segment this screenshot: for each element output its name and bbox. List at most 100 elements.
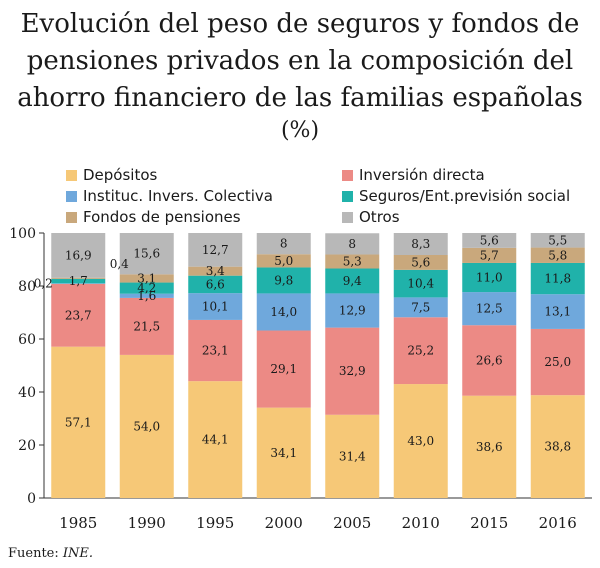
y-tick-label: 60 bbox=[18, 332, 36, 348]
legend-item-otros: Otros bbox=[342, 208, 400, 226]
bar-segment-instituc-invers-colectiva bbox=[188, 293, 243, 320]
data-label-fondos-de-pensiones: 5,0 bbox=[274, 254, 293, 268]
legend-swatch-otros bbox=[342, 211, 353, 223]
x-tick-label: 1995 bbox=[196, 514, 234, 532]
data-label-instituc-invers-colectiva: 10,1 bbox=[202, 300, 229, 314]
bar-segment-instituc-invers-colectiva bbox=[51, 283, 106, 284]
data-label-depositos: 43,0 bbox=[407, 434, 434, 448]
source-note: Fuente: INE. bbox=[8, 546, 93, 561]
bar-segment-otros bbox=[119, 233, 174, 275]
bar-segment-fondos-de-pensiones bbox=[51, 277, 106, 279]
data-label-instituc-invers-colectiva: 13,1 bbox=[544, 305, 571, 319]
data-label-seguros-ent-prevision-social: 9,8 bbox=[274, 273, 293, 287]
chart-title: Evolución del peso de seguros y fondos d… bbox=[0, 6, 600, 117]
data-label-depositos: 57,1 bbox=[65, 415, 92, 429]
data-label-otros: 8,3 bbox=[411, 237, 430, 251]
data-label-seguros-ent-prevision-social: 6,6 bbox=[206, 277, 225, 291]
bar-segment-otros bbox=[51, 233, 106, 278]
data-label-seguros-ent-prevision-social: 1,7 bbox=[69, 274, 88, 288]
legend-swatch-fondos-de-pensiones bbox=[66, 211, 77, 223]
bar-segment-inversion-directa bbox=[325, 327, 380, 415]
data-label-inversion-directa: 29,1 bbox=[270, 362, 297, 376]
bar-segment-seguros-ent-prevision-social bbox=[256, 267, 311, 294]
data-label-fondos-de-pensiones: 5,8 bbox=[548, 248, 567, 262]
source-label: Fuente: bbox=[8, 546, 59, 561]
data-label-otros: 8 bbox=[280, 237, 288, 251]
legend-label-seguros: Seguros/Ent.previsión social bbox=[359, 187, 571, 205]
legend-item-inversion-directa: Inversión directa bbox=[342, 166, 485, 184]
data-label-depositos: 34,1 bbox=[270, 446, 297, 460]
data-label-inversion-directa: 26,6 bbox=[476, 353, 503, 367]
bar-segment-instituc-invers-colectiva bbox=[256, 293, 311, 331]
data-label-instituc-invers-colectiva: 1,6 bbox=[137, 289, 156, 303]
bar-segment-depositos bbox=[188, 381, 243, 498]
bar-segment-inversion-directa bbox=[188, 319, 243, 382]
bar-segment-depositos bbox=[325, 414, 380, 498]
bar-segment-seguros-ent-prevision-social bbox=[51, 278, 106, 284]
legend-swatch-seguros bbox=[342, 190, 353, 202]
data-label-depositos: 54,0 bbox=[133, 419, 160, 433]
bar-segment-instituc-invers-colectiva bbox=[462, 292, 517, 326]
data-label-seguros-ent-prevision-social: 11,0 bbox=[476, 271, 503, 285]
legend-item-instituc-invers-colectiva: Instituc. Invers. Colectiva bbox=[66, 187, 273, 205]
bar-segment-seguros-ent-prevision-social bbox=[188, 275, 243, 294]
y-tick-label: 20 bbox=[18, 438, 36, 454]
source-name: INE. bbox=[62, 546, 94, 561]
data-label-fondos-de-pensiones: 5,6 bbox=[411, 255, 430, 269]
data-label-inversion-directa: 21,5 bbox=[133, 319, 160, 333]
bar-segment-fondos-de-pensiones bbox=[119, 274, 174, 283]
y-tick-label: 100 bbox=[9, 226, 36, 242]
data-label-depositos: 38,6 bbox=[476, 440, 503, 454]
bar-segment-inversion-directa bbox=[256, 330, 311, 408]
data-label-depositos: 38,8 bbox=[544, 440, 571, 454]
bar-segment-seguros-ent-prevision-social bbox=[393, 269, 448, 298]
data-label-inversion-directa: 23,7 bbox=[65, 308, 92, 322]
x-tick-label: 2005 bbox=[333, 514, 371, 532]
legend-swatch-inversion-directa bbox=[342, 169, 353, 181]
bar-segment-fondos-de-pensiones bbox=[256, 254, 311, 268]
data-label-seguros-ent-prevision-social: 9,4 bbox=[343, 274, 362, 288]
data-label-instituc-invers-colectiva: 14,0 bbox=[270, 305, 297, 319]
bar-segment-otros bbox=[462, 233, 517, 248]
bar-segment-seguros-ent-prevision-social bbox=[530, 262, 585, 295]
data-label-depositos: 31,4 bbox=[339, 449, 366, 463]
data-label-otros: 16,9 bbox=[65, 248, 92, 262]
bar-segment-seguros-ent-prevision-social bbox=[462, 262, 517, 293]
bar-segment-inversion-directa bbox=[393, 317, 448, 385]
data-label-inversion-directa: 32,9 bbox=[339, 364, 366, 378]
data-label-instituc-invers-colectiva: 0,2 bbox=[34, 277, 53, 291]
bar-segment-otros bbox=[256, 233, 311, 255]
x-tick-label: 1985 bbox=[59, 514, 97, 532]
data-label-fondos-de-pensiones: 3,4 bbox=[206, 264, 225, 278]
legend-label-otros: Otros bbox=[359, 208, 400, 226]
data-label-fondos-de-pensiones: 5,3 bbox=[343, 254, 362, 268]
bar-segment-depositos bbox=[462, 395, 517, 498]
data-label-seguros-ent-prevision-social: 4,2 bbox=[137, 281, 156, 295]
x-tick-label: 1990 bbox=[128, 514, 166, 532]
bar-segment-instituc-invers-colectiva bbox=[325, 293, 380, 328]
data-label-instituc-invers-colectiva: 12,5 bbox=[476, 302, 503, 316]
bar-segment-fondos-de-pensiones bbox=[188, 266, 243, 276]
data-label-depositos: 44,1 bbox=[202, 433, 229, 447]
legend-item-seguros: Seguros/Ent.previsión social bbox=[342, 187, 570, 205]
title-line-2: pensiones privados en la composición del bbox=[26, 46, 574, 76]
bar-segment-fondos-de-pensiones bbox=[325, 254, 380, 269]
data-label-otros: 5,6 bbox=[480, 233, 499, 247]
data-label-fondos-de-pensiones: 0,4 bbox=[110, 257, 129, 271]
data-label-inversion-directa: 25,2 bbox=[407, 344, 434, 358]
x-tick-label: 2010 bbox=[402, 514, 440, 532]
data-label-seguros-ent-prevision-social: 11,8 bbox=[544, 272, 571, 286]
bar-segment-fondos-de-pensiones bbox=[393, 254, 448, 270]
x-tick-label: 2000 bbox=[265, 514, 303, 532]
bar-segment-inversion-directa bbox=[462, 325, 517, 396]
legend-swatch-depositos bbox=[66, 169, 77, 181]
x-tick-label: 2015 bbox=[470, 514, 508, 532]
data-label-otros: 12,7 bbox=[202, 243, 229, 257]
chart-subtitle: (%) bbox=[280, 118, 320, 143]
data-label-otros: 15,6 bbox=[133, 247, 160, 261]
bar-segment-otros bbox=[530, 233, 585, 248]
bar-segment-instituc-invers-colectiva bbox=[393, 297, 448, 318]
bar-segment-depositos bbox=[51, 346, 106, 498]
legend-label-fondos-de-pensiones: Fondos de pensiones bbox=[83, 208, 241, 226]
bar-segment-seguros-ent-prevision-social bbox=[119, 282, 174, 294]
